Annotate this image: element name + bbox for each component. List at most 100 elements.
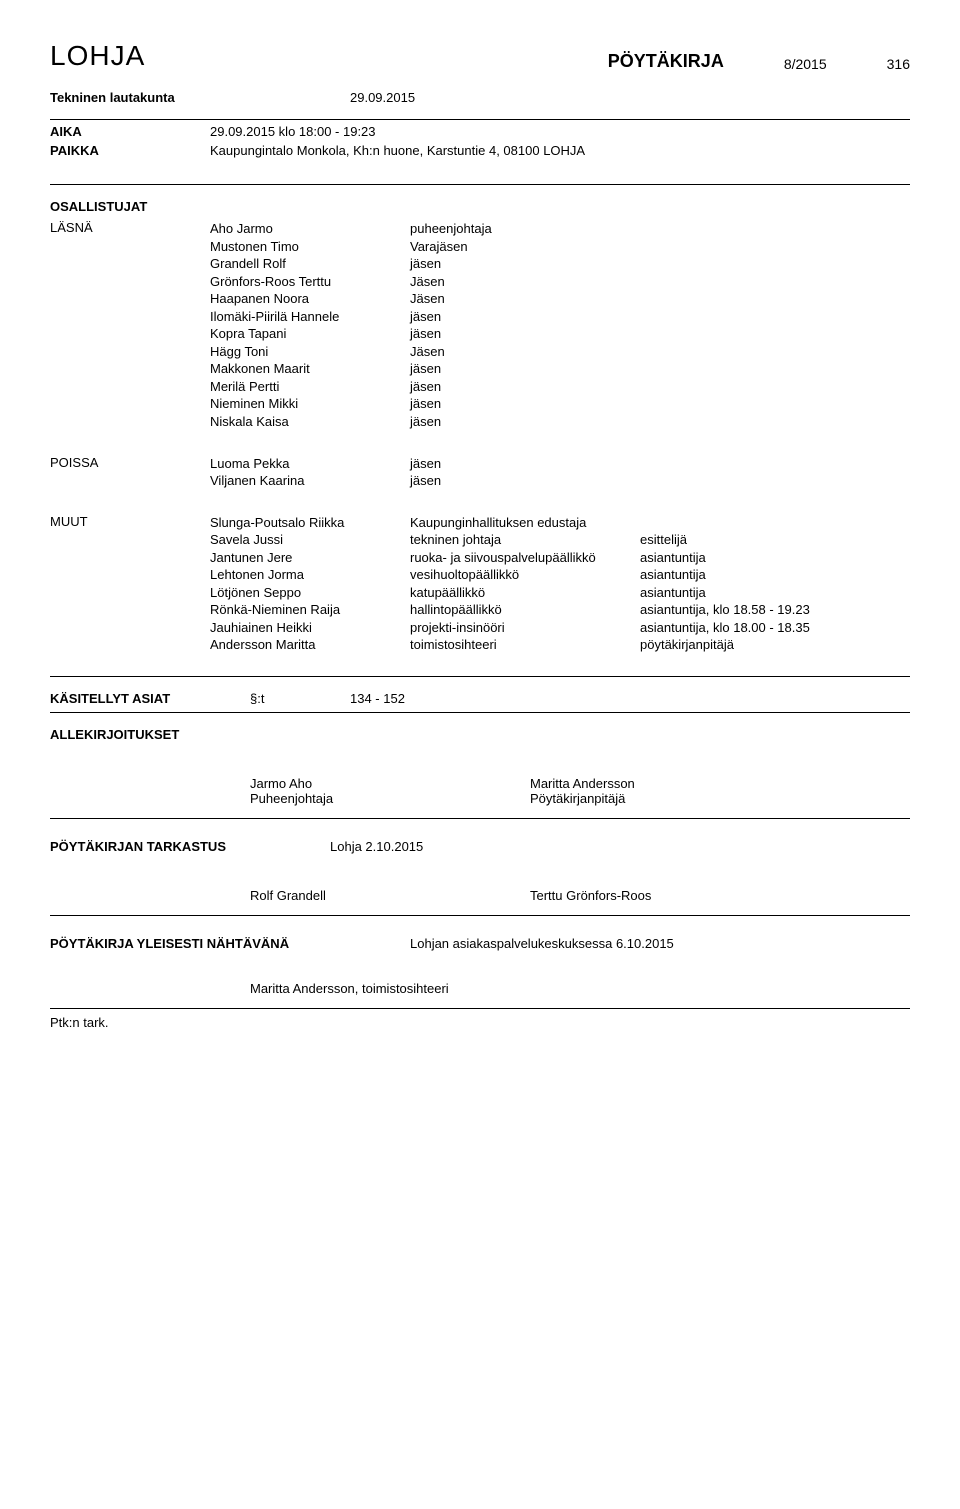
handled-sections: §:t: [250, 691, 350, 706]
participant-role: Jäsen: [410, 273, 640, 291]
board-name: Tekninen lautakunta: [50, 90, 350, 105]
doc-number: 8/2015: [784, 56, 827, 72]
review-place-date: Lohja 2.10.2015: [330, 839, 423, 854]
participant-extra: asiantuntija: [640, 584, 810, 602]
doc-type: PÖYTÄKIRJA: [608, 51, 724, 72]
handled-label: KÄSITELLYT ASIAT: [50, 691, 250, 706]
participant-name: Merilä Pertti: [210, 378, 410, 396]
review-label: PÖYTÄKIRJAN TARKASTUS: [50, 839, 330, 854]
participant-extra: asiantuntija, klo 18.58 - 19.23: [640, 601, 810, 619]
participant-name: Mustonen Timo: [210, 238, 410, 256]
handled-items-row: KÄSITELLYT ASIAT §:t 134 - 152: [50, 691, 910, 706]
participants-label: OSALLISTUJAT: [50, 199, 910, 214]
participant-role: projekti-insinööri: [410, 619, 640, 637]
signatures-label: ALLEKIRJOITUKSET: [50, 727, 910, 742]
participant-role: jäsen: [410, 413, 640, 431]
participant-row: Lötjönen Seppokatupäällikköasiantuntija: [210, 584, 810, 602]
place-value: Kaupungintalo Monkola, Kh:n huone, Karst…: [210, 143, 910, 158]
participant-role: Jäsen: [410, 290, 640, 308]
participant-role: katupäällikkö: [410, 584, 640, 602]
participant-row: Kopra Tapanijäsen: [210, 325, 640, 343]
divider: [50, 119, 910, 120]
participant-name: Haapanen Noora: [210, 290, 410, 308]
participant-name: Makkonen Maarit: [210, 360, 410, 378]
participant-name: Andersson Maritta: [210, 636, 410, 654]
participant-role: puheenjohtaja: [410, 220, 640, 238]
participant-name: Savela Jussi: [210, 531, 410, 549]
participant-name: Nieminen Mikki: [210, 395, 410, 413]
participant-row: Savela Jussitekninen johtajaesittelijä: [210, 531, 810, 549]
time-value: 29.09.2015 klo 18:00 - 19:23: [210, 124, 910, 139]
time-label: AIKA: [50, 124, 210, 139]
meeting-date: 29.09.2015: [350, 90, 415, 105]
present-section: LÄSNÄ Aho JarmopuheenjohtajaMustonen Tim…: [50, 220, 910, 431]
place-row: PAIKKA Kaupungintalo Monkola, Kh:n huone…: [50, 143, 910, 158]
divider: [50, 915, 910, 916]
participant-row: Grandell Rolfjäsen: [210, 255, 640, 273]
participant-row: Jauhiainen Heikkiprojekti-insinööriasian…: [210, 619, 810, 637]
participant-name: Niskala Kaisa: [210, 413, 410, 431]
participant-role: Jäsen: [410, 343, 640, 361]
meeting-info: Tekninen lautakunta 29.09.2015: [50, 90, 910, 105]
reviewer-left: Rolf Grandell: [250, 888, 530, 903]
divider: [50, 184, 910, 185]
participant-role: hallintopäällikkö: [410, 601, 640, 619]
public-display-label: PÖYTÄKIRJA YLEISESTI NÄHTÄVÄNÄ: [50, 936, 410, 951]
participant-row: Mustonen TimoVarajäsen: [210, 238, 640, 256]
participant-role: jäsen: [410, 325, 640, 343]
participant-row: Haapanen NooraJäsen: [210, 290, 640, 308]
participant-role: Varajäsen: [410, 238, 640, 256]
participant-extra: esittelijä: [640, 531, 810, 549]
participant-name: Aho Jarmo: [210, 220, 410, 238]
place-label: PAIKKA: [50, 143, 210, 158]
review-signers: Rolf Grandell Terttu Grönfors-Roos: [50, 870, 910, 903]
signatures-block: Jarmo Aho Puheenjohtaja Maritta Andersso…: [50, 758, 910, 806]
participant-row: Viljanen Kaarinajäsen: [210, 472, 640, 490]
participant-role: tekninen johtaja: [410, 531, 640, 549]
footer-signer: Maritta Andersson, toimistosihteeri: [250, 981, 910, 996]
participant-name: Luoma Pekka: [210, 455, 410, 473]
participant-row: Lehtonen Jormavesihuoltopäällikköasiantu…: [210, 566, 810, 584]
participant-role: vesihuoltopäällikkö: [410, 566, 640, 584]
participant-role: jäsen: [410, 308, 640, 326]
handled-range: 134 - 152: [350, 691, 405, 706]
participant-row: Hägg ToniJäsen: [210, 343, 640, 361]
participant-name: Kopra Tapani: [210, 325, 410, 343]
public-display-row: PÖYTÄKIRJA YLEISESTI NÄHTÄVÄNÄ Lohjan as…: [50, 936, 910, 951]
present-list: Aho JarmopuheenjohtajaMustonen TimoVaraj…: [210, 220, 640, 431]
participant-row: Grönfors-Roos TerttuJäsen: [210, 273, 640, 291]
document-header: LOHJA PÖYTÄKIRJA 8/2015 316: [50, 40, 910, 72]
participant-role: ruoka- ja siivouspalvelu­päällikkö: [410, 549, 640, 567]
participant-row: Merilä Perttijäsen: [210, 378, 640, 396]
others-label: MUUT: [50, 514, 210, 654]
participant-role: jäsen: [410, 455, 640, 473]
participant-row: Rönkä-Nieminen Raijahallintopäällikköasi…: [210, 601, 810, 619]
participant-name: Jantunen Jere: [210, 549, 410, 567]
participant-name: Jauhiainen Heikki: [210, 619, 410, 637]
participant-name: Hägg Toni: [210, 343, 410, 361]
participant-extra: pöytäkirjanpitäjä: [640, 636, 810, 654]
absent-list: Luoma PekkajäsenViljanen Kaarinajäsen: [210, 455, 640, 490]
participant-role: jäsen: [410, 395, 640, 413]
participant-extra: [640, 514, 810, 532]
reviewer-right: Terttu Grönfors-Roos: [530, 888, 810, 903]
participant-name: Grönfors-Roos Terttu: [210, 273, 410, 291]
participant-role: Kaupunginhallituksen edustaja: [410, 514, 640, 532]
divider: [50, 712, 910, 713]
others-list: Slunga-Poutsalo RiikkaKaupunginhallituks…: [210, 514, 810, 654]
divider: [50, 818, 910, 819]
participant-role: jäsen: [410, 360, 640, 378]
participant-row: Aho Jarmopuheenjohtaja: [210, 220, 640, 238]
participant-extra: asiantuntija, klo 18.00 - 18.35: [640, 619, 810, 637]
participant-row: Slunga-Poutsalo RiikkaKaupunginhallituks…: [210, 514, 810, 532]
participant-name: Grandell Rolf: [210, 255, 410, 273]
participant-name: Ilomäki-Piirilä Hannele: [210, 308, 410, 326]
participant-row: Andersson Marittatoimistosihteeripöytäki…: [210, 636, 810, 654]
participant-name: Slunga-Poutsalo Riikka: [210, 514, 410, 532]
public-display-value: Lohjan asiakaspalvelukeskuksessa 6.10.20…: [410, 936, 674, 951]
participant-row: Makkonen Maaritjäsen: [210, 360, 640, 378]
participant-name: Lehtonen Jorma: [210, 566, 410, 584]
signer-left-title: Puheenjohtaja: [250, 791, 530, 806]
participant-row: Jantunen Jereruoka- ja siivouspalvelu­pä…: [210, 549, 810, 567]
present-label: LÄSNÄ: [50, 220, 210, 431]
